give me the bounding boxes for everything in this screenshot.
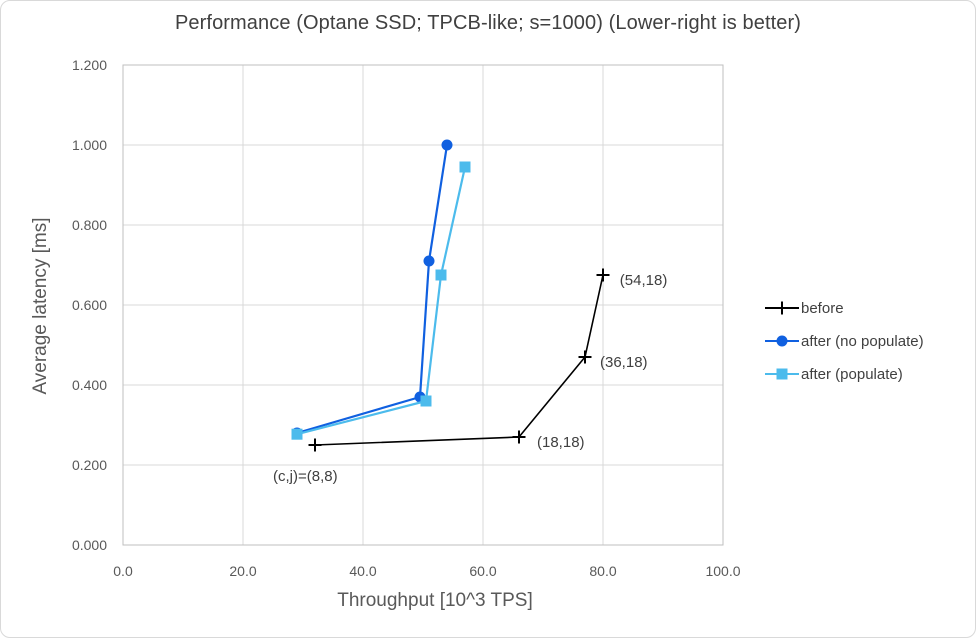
legend-item-after-populate: after (populate) [764,363,924,385]
square-marker-icon [435,269,447,281]
legend: before after (no populate) after (popula… [764,297,924,385]
y-tick-label: 0.000 [72,537,107,553]
x-tick-label: 0.0 [113,563,133,579]
legend-label: after (populate) [801,365,903,383]
plot-area-border [122,64,724,546]
point-annotation: (c,j)=(8,8) [273,468,338,485]
series-line [314,274,604,446]
x-tick-label: 60.0 [469,563,496,579]
x-tick-label: 80.0 [589,563,616,579]
legend-label: after (no populate) [801,332,924,350]
legend-marker [765,335,799,347]
circle-marker-icon [423,255,435,267]
circle-marker-icon [441,139,453,151]
legend-label: before [801,299,844,317]
legend-marker [765,368,799,380]
square-marker-icon [764,367,800,381]
legend-item-after-no-populate: after (no populate) [764,330,924,352]
series-after-populate- [291,161,471,440]
series-before [308,268,610,452]
x-axis-title: Throughput [10^3 TPS] [337,590,533,611]
series-after-no-populate- [291,139,453,439]
legend-marker [765,301,799,315]
square-marker-icon [459,161,471,173]
y-tick-label: 1.000 [72,137,107,153]
y-tick-label: 0.800 [72,217,107,233]
legend-item-before: before [764,297,924,319]
y-tick-label: 0.400 [72,377,107,393]
series-line [296,166,467,436]
square-marker-icon [420,395,432,407]
point-annotation: (18,18) [537,434,585,451]
square-marker-icon [291,428,303,440]
y-tick-label: 1.200 [72,57,107,73]
x-tick-label: 20.0 [229,563,256,579]
y-tick-label: 0.200 [72,457,107,473]
y-axis-title: Average latency [ms] [30,217,51,395]
point-annotation: (36,18) [600,354,648,371]
x-tick-label: 100.0 [705,563,740,579]
point-annotation: (54,18) [620,272,668,289]
circle-marker-icon [764,334,800,348]
series-line [296,144,449,435]
y-tick-label: 0.600 [72,297,107,313]
x-tick-label: 40.0 [349,563,376,579]
chart-title: Performance (Optane SSD; TPCB-like; s=10… [174,12,802,34]
plus-marker-icon [764,301,800,315]
